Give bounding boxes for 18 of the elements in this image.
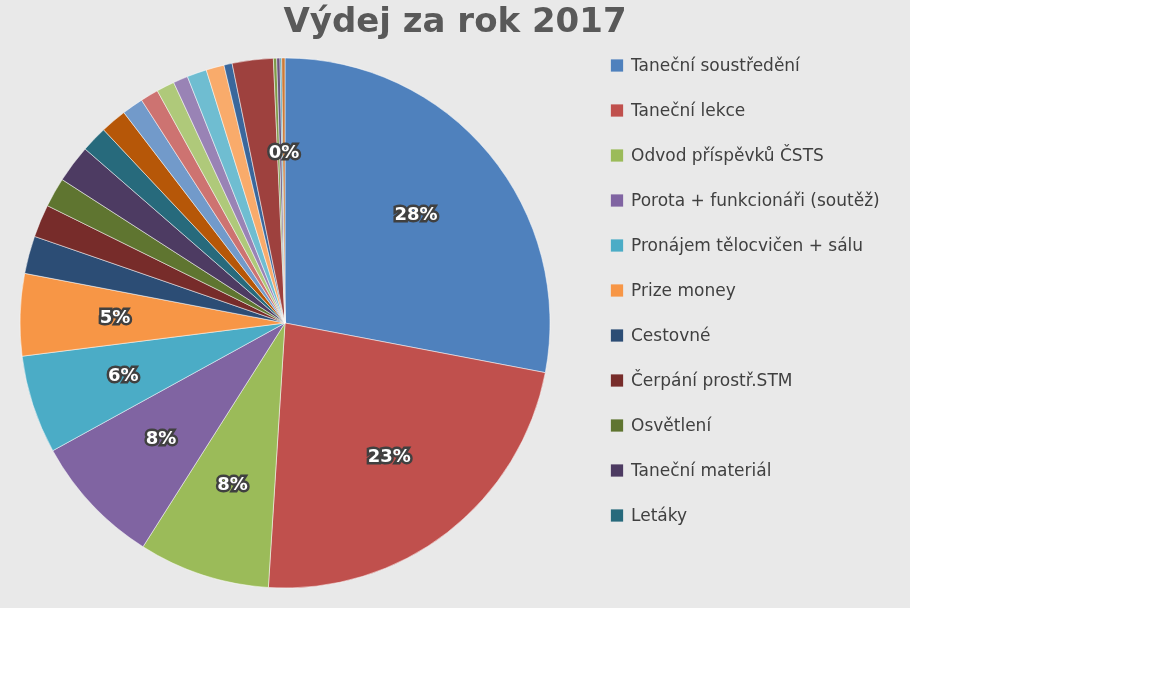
chart-title: Výdej za rok 2017 bbox=[283, 0, 627, 40]
legend-label: Taneční lekce bbox=[630, 99, 746, 120]
data-label: 8% bbox=[145, 427, 177, 449]
legend-label: Taneční soustředění bbox=[630, 54, 802, 75]
legend-label: Čerpání prostř.STM bbox=[631, 368, 793, 390]
legend-label: Pronájem tělocvičen + sálu bbox=[631, 234, 864, 255]
legend-label: Osvětlení bbox=[631, 414, 713, 435]
data-label: 28% bbox=[394, 202, 438, 224]
legend-label: Cestovné bbox=[631, 324, 711, 345]
data-label: 5% bbox=[99, 305, 131, 327]
legend-label: Porota + funkcionáři (soutěž) bbox=[631, 189, 880, 210]
legend-label: Odvod příspěvků ČSTS bbox=[631, 143, 824, 165]
legend-label: Letáky bbox=[631, 504, 688, 525]
data-label: 8% bbox=[217, 472, 248, 494]
data-label: 6% bbox=[108, 363, 139, 385]
legend-label: Prize money bbox=[631, 279, 736, 300]
legend-label: Taneční materiál bbox=[630, 459, 772, 480]
data-label: 23% bbox=[367, 445, 411, 467]
